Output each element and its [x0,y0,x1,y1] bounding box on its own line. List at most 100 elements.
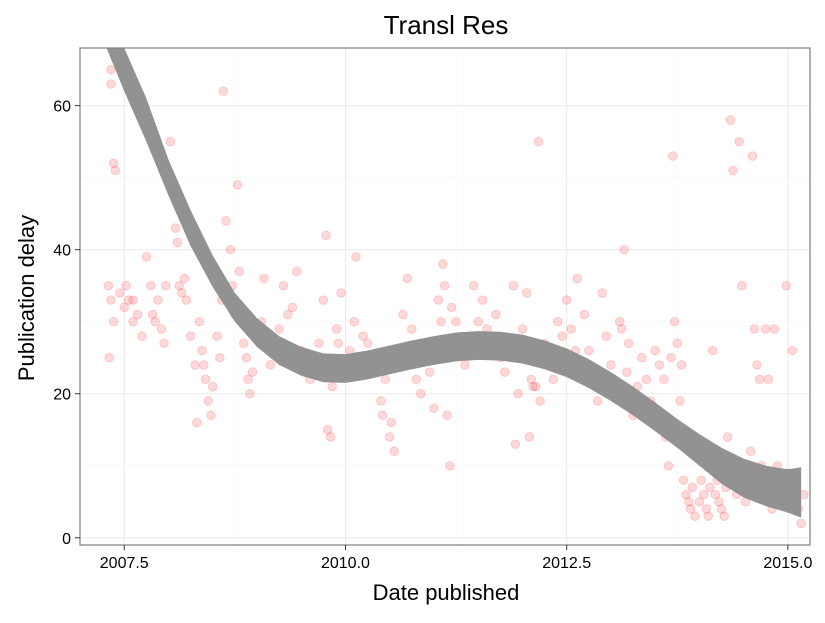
data-point [524,432,535,442]
data-point [533,136,544,147]
data-point [199,360,209,370]
data-point [572,273,582,284]
data-point [615,317,625,327]
data-point [703,511,713,521]
data-point [451,317,461,327]
data-point [333,338,344,349]
data-point [314,338,324,349]
data-point [238,338,249,349]
data-point [161,280,171,291]
data-point [203,396,214,406]
data-point [386,417,397,428]
data-point [245,389,255,399]
data-point [331,324,342,334]
data-point [402,273,413,284]
data-point [473,317,483,327]
data-point [526,374,536,385]
x-tick-label: 2010.0 [321,555,370,572]
y-tick-label: 0 [62,531,71,548]
data-point [725,115,736,125]
data-point [115,288,125,298]
data-point [592,396,603,406]
data-point [123,295,134,305]
data-point [734,136,744,147]
data-point [557,331,567,341]
data-point [530,381,541,392]
data-point [687,482,698,493]
data-point [699,489,709,500]
x-tick-label: 2012.5 [542,555,591,572]
data-point [150,317,160,327]
data-point [746,446,756,457]
data-point [192,417,202,428]
data-point [701,504,712,514]
data-point [172,237,183,248]
data-point [119,302,129,313]
data-point [429,403,439,413]
data-point [672,338,682,349]
data-point [690,511,700,521]
y-tick-label: 20 [53,387,71,404]
data-point [749,324,759,334]
data-point [287,302,298,313]
data-point [622,367,632,377]
data-point [194,317,205,327]
data-point [548,374,559,385]
x-tick-label: 2007.5 [100,555,149,572]
data-point [623,338,634,349]
data-point [513,389,523,399]
data-point [561,295,572,305]
data-point [566,324,576,334]
data-point [137,331,147,341]
data-point [141,252,152,262]
data-point [241,353,252,363]
data-point [763,374,774,385]
data-point [278,280,289,291]
data-point [415,389,426,399]
data-point [259,273,269,284]
data-point [411,374,421,385]
data-point [247,367,258,377]
data-point [110,165,121,176]
data-point [442,410,452,421]
data-point [669,317,680,327]
data-point [584,345,594,356]
data-point [439,280,450,291]
x-tick-label: 2015.0 [763,555,812,572]
data-point [292,266,302,276]
data-point [234,266,244,276]
y-tick-label: 40 [53,243,71,260]
data-point [108,158,119,168]
data-point [522,288,532,298]
data-point [716,504,727,514]
data-point [705,482,715,493]
data-point [218,86,229,96]
data-point [508,280,519,291]
data-point [477,295,488,305]
data-point [221,216,231,226]
data-point [696,475,706,485]
data-point [685,504,696,514]
data-point [747,151,758,161]
data-point [469,280,479,291]
data-point [215,353,225,363]
data-point [597,288,607,298]
data-point [147,309,158,320]
data-point [433,295,444,305]
y-axis-title: Publication delay [14,215,39,381]
data-point [606,360,616,370]
data-point [208,381,218,392]
data-point [106,64,116,75]
data-point [384,432,395,442]
data-point [796,518,806,529]
data-point [197,345,207,356]
data-point [619,244,629,255]
data-point [212,331,222,341]
data-point [678,475,689,485]
data-point [754,374,765,385]
data-point [327,381,337,392]
data-point [752,360,762,370]
data-point [535,396,545,406]
data-point [181,295,191,305]
